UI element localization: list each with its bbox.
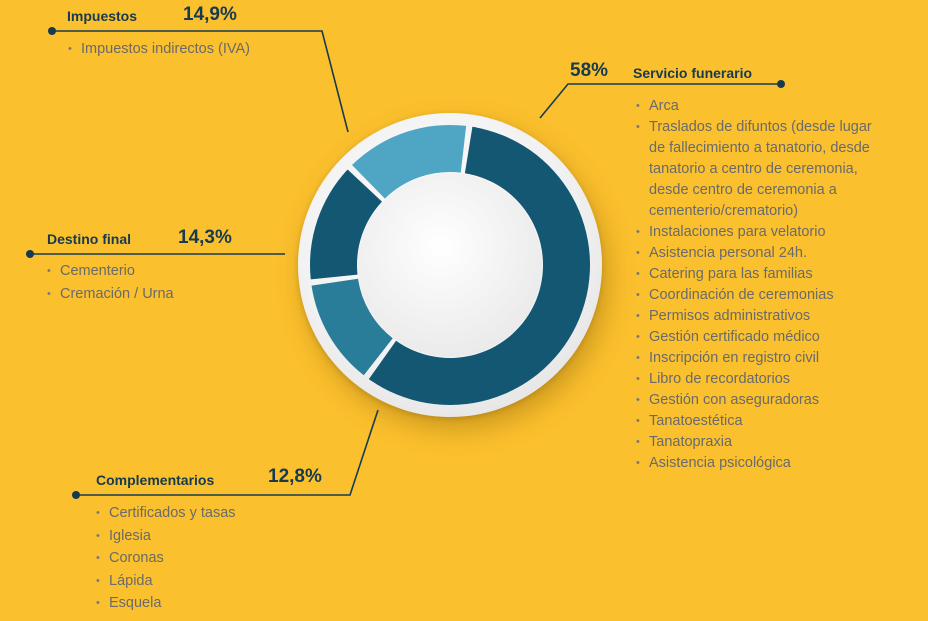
servicio-item: Arca [636,96,876,117]
donut-slice-destino-final [310,169,382,280]
complementarios-item: Iglesia [96,525,326,548]
impuestos-item: Impuestos indirectos (IVA) [68,38,328,61]
complementarios-list: Certificados y tasasIglesiaCoronasLápida… [96,502,326,615]
impuestos-title: Impuestos [67,8,138,24]
servicio-item: Tanatopraxia [636,432,876,453]
impuestos-list: Impuestos indirectos (IVA) [68,38,328,61]
connector-dot-impuestos [48,27,56,35]
connector-complementarios [76,409,379,496]
donut-svg [310,124,590,405]
complementarios-item: Certificados y tasas [96,502,326,525]
donut-chart [290,105,610,425]
servicio-item: Permisos administrativos [636,306,876,327]
complementarios-item: Lápida [96,570,326,593]
servicio-item: Libro de recordatorios [636,369,876,390]
complementarios-item: Esquela [96,592,326,615]
donut-slice-complementarios [311,278,393,376]
servicio-item: Traslados de difuntos (desde lugar de fa… [636,117,876,222]
servicio-item: Tanatoestética [636,411,876,432]
destino-list: CementerioCremación / Urna [47,260,267,305]
servicio-item: Gestión con aseguradoras [636,390,876,411]
servicio-item: Instalaciones para velatorio [636,222,876,243]
servicio-item: Inscripción en registro civil [636,348,876,369]
connector-dot-destino [26,250,34,258]
donut-hole [358,173,542,357]
servicio-item: Gestión certificado médico [636,327,876,348]
servicio-item: Catering para las familias [636,264,876,285]
destino-item: Cementerio [47,260,267,283]
destino-title: Destino final [47,231,132,247]
complementarios-item: Coronas [96,547,326,570]
connector-servicio [539,83,781,119]
donut-slice-impuestos [351,124,467,199]
donut-slice-servicio-funerario [368,126,590,405]
impuestos-percent: 14,9% [183,4,237,25]
servicio-item: Coordinación de ceremonias [636,285,876,306]
servicio-item: Asistencia personal 24h. [636,243,876,264]
connector-dot-complementarios [72,491,80,499]
servicio-percent: 58% [570,60,609,81]
complementarios-title: Complementarios [96,472,215,488]
connector-dot-servicio [777,80,785,88]
servicio-title: Servicio funerario [633,65,753,81]
servicio-list: ArcaTraslados de difuntos (desde lugar d… [636,96,876,474]
destino-item: Cremación / Urna [47,283,267,306]
destino-percent: 14,3% [178,227,232,248]
complementarios-percent: 12,8% [268,466,322,487]
connector-impuestos [52,30,349,133]
servicio-item: Asistencia psicológica [636,453,876,474]
